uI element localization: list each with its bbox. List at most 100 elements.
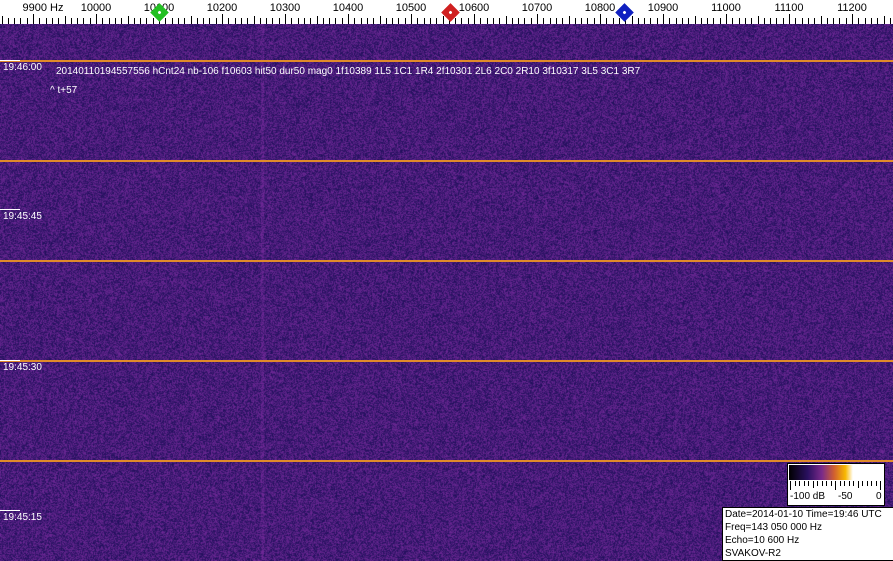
frequency-tick: [770, 18, 771, 24]
frequency-tick: [2, 16, 3, 24]
frequency-tick: [499, 18, 500, 24]
frequency-tick: [71, 18, 72, 24]
time-grid-line: [0, 260, 893, 262]
frequency-tick: [266, 18, 267, 24]
time-label: 19:45:45: [0, 209, 42, 222]
frequency-tick: [46, 18, 47, 24]
frequency-tick: [865, 18, 866, 24]
frequency-tick: [216, 18, 217, 24]
colorbar-tick: [875, 481, 877, 486]
frequency-tick: [298, 18, 299, 24]
frequency-tick: [669, 18, 670, 24]
frequency-tick: [348, 14, 349, 24]
frequency-tick: [386, 18, 387, 24]
frequency-tick: [222, 14, 223, 24]
frequency-tick: [625, 18, 626, 24]
frequency-tick: [203, 18, 204, 24]
frequency-label: 10500: [395, 2, 427, 14]
frequency-tick: [153, 18, 154, 24]
frequency-tick: [695, 16, 696, 24]
frequency-tick: [380, 16, 381, 24]
frequency-label: 10700: [521, 2, 553, 14]
colorbar-tick: [871, 481, 872, 486]
frequency-tick: [140, 18, 141, 24]
frequency-tick: [751, 18, 752, 24]
frequency-tick: [272, 18, 273, 24]
frequency-tick: [789, 14, 790, 24]
info-freq: Freq=143 050 000 Hz: [725, 522, 823, 533]
frequency-tick: [632, 16, 633, 24]
red-marker[interactable]: [441, 3, 460, 22]
frequency-tick: [191, 16, 192, 24]
frequency-tick: [461, 18, 462, 24]
frequency-tick: [846, 18, 847, 24]
frequency-tick: [795, 18, 796, 24]
frequency-tick: [613, 18, 614, 24]
frequency-tick: [821, 16, 822, 24]
frequency-tick: [657, 18, 658, 24]
frequency-tick: [776, 18, 777, 24]
frequency-tick: [310, 18, 311, 24]
frequency-tick: [27, 18, 28, 24]
time-label: 19:46:00: [0, 60, 42, 73]
frequency-tick: [20, 18, 21, 24]
frequency-tick: [688, 18, 689, 24]
frequency-tick: [279, 18, 280, 24]
colorbar-tick: [830, 481, 832, 486]
frequency-tick: [436, 18, 437, 24]
frequency-tick: [342, 18, 343, 24]
frequency-tick: [209, 18, 210, 24]
frequency-label: 10000: [80, 2, 112, 14]
frequency-label: 9900 Hz: [22, 2, 64, 14]
frequency-tick: [581, 18, 582, 24]
frequency-tick: [361, 18, 362, 24]
frequency-tick: [518, 18, 519, 24]
frequency-tick: [808, 18, 809, 24]
detection-info: 20140110194557556 hCnt24 nb-106 f10603 h…: [56, 66, 641, 77]
frequency-tick: [184, 18, 185, 24]
frequency-tick: [713, 18, 714, 24]
frequency-tick: [134, 18, 135, 24]
frequency-tick: [228, 18, 229, 24]
frequency-tick: [682, 18, 683, 24]
frequency-tick: [569, 16, 570, 24]
frequency-tick: [783, 18, 784, 24]
frequency-tick: [512, 18, 513, 24]
frequency-tick: [833, 18, 834, 24]
frequency-tick: [745, 18, 746, 24]
time-label: 19:45:15: [0, 510, 42, 523]
frequency-tick: [871, 18, 872, 24]
waterfall-spectrogram[interactable]: [0, 24, 893, 561]
frequency-tick: [354, 18, 355, 24]
frequency-label: 11000: [711, 2, 741, 14]
colorbar-tick: [844, 481, 845, 486]
frequency-tick: [323, 18, 324, 24]
info-station: SVAKOV-R2: [725, 548, 781, 559]
frequency-scale[interactable]: 9900 Hz100001010010200103001040010500106…: [0, 0, 893, 24]
time-label: 19:45:30: [0, 360, 42, 373]
frequency-tick: [877, 18, 878, 24]
frequency-tick: [720, 18, 721, 24]
colorbar-max: 0: [876, 491, 882, 502]
frequency-tick: [827, 18, 828, 24]
colorbar-min: -100 dB: [790, 491, 826, 502]
colorbar-mid: -50: [838, 491, 853, 502]
frequency-tick: [172, 18, 173, 24]
frequency-label: 10800: [584, 2, 616, 14]
colorbar-tick: [821, 481, 823, 486]
colorbar-tick: [794, 481, 796, 486]
frequency-tick: [587, 18, 588, 24]
frequency-tick: [594, 18, 595, 24]
frequency-tick: [77, 18, 78, 24]
frequency-tick: [739, 18, 740, 24]
colorbar-tick: [808, 481, 809, 486]
frequency-label: 10300: [269, 2, 301, 14]
frequency-tick: [480, 18, 481, 24]
frequency-tick: [858, 18, 859, 24]
frequency-tick: [619, 18, 620, 24]
frequency-tick: [285, 14, 286, 24]
frequency-tick: [109, 18, 110, 24]
blue-marker[interactable]: [615, 3, 634, 22]
frequency-tick: [424, 18, 425, 24]
frequency-tick: [707, 18, 708, 24]
